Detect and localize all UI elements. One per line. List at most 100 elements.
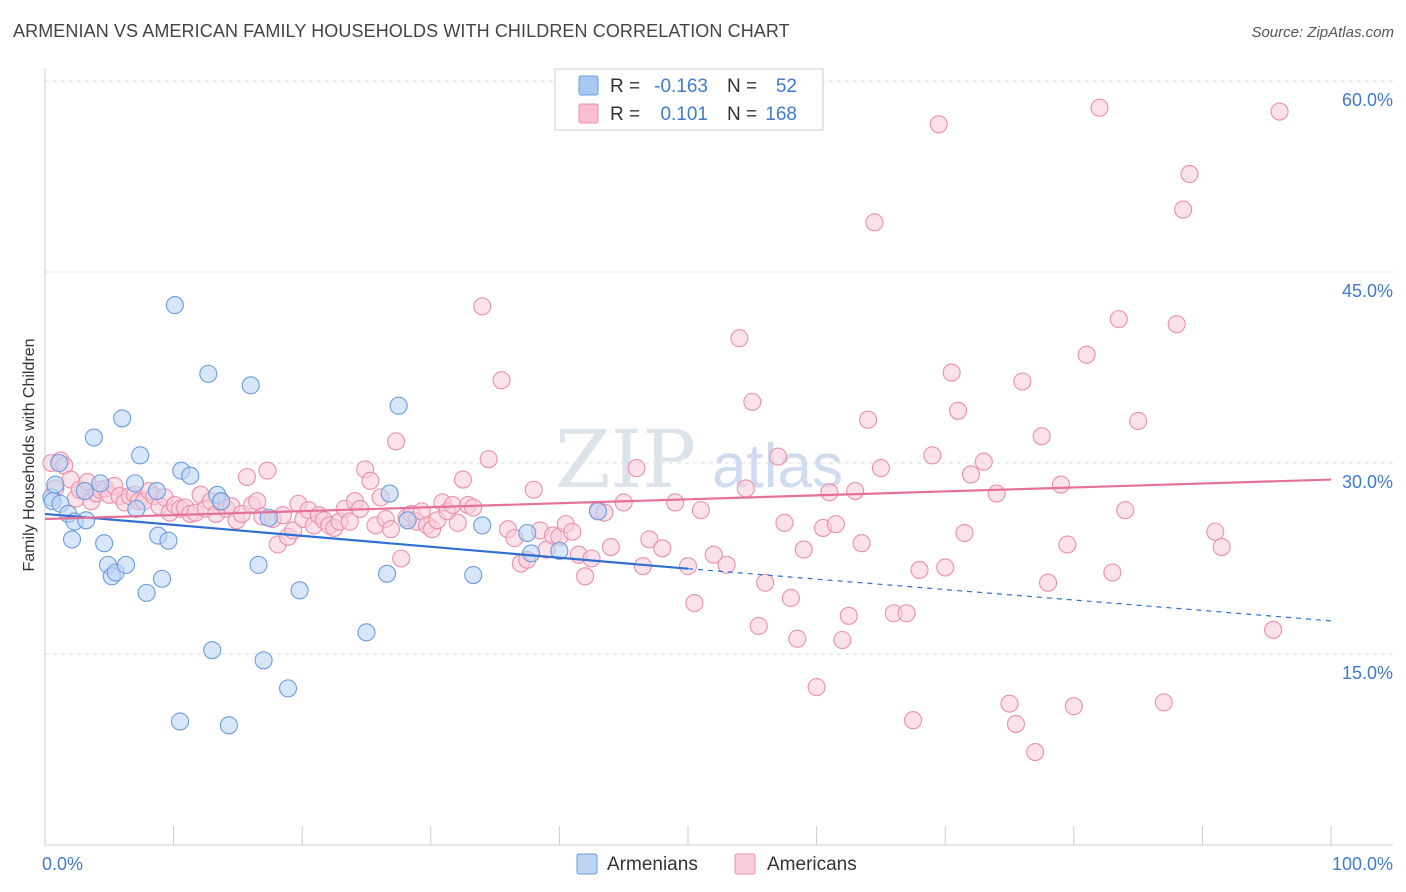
data-point-armenians	[518, 523, 537, 543]
data-point-americans	[392, 549, 411, 568]
data-point-americans	[653, 539, 672, 558]
data-point-americans	[453, 470, 473, 489]
data-point-armenians	[378, 564, 397, 583]
legend-n-value-americans: 168	[765, 104, 797, 125]
data-point-armenians	[588, 502, 608, 521]
data-point-americans	[1103, 563, 1122, 582]
data-point-americans	[910, 560, 929, 580]
data-point-armenians	[159, 531, 178, 550]
data-point-armenians	[522, 544, 541, 563]
data-point-americans	[237, 467, 256, 487]
data-point-americans	[473, 297, 492, 316]
data-point-americans	[846, 481, 865, 501]
data-point-americans	[858, 410, 878, 429]
bottom-legend-swatch-americans	[734, 853, 756, 875]
data-point-armenians	[473, 516, 492, 535]
x-tick-label: 0.0%	[42, 854, 83, 874]
data-point-americans	[897, 604, 916, 623]
data-point-armenians	[91, 474, 110, 493]
data-point-americans	[1180, 164, 1199, 184]
legend-r-value-americans: 0.101	[660, 104, 708, 125]
data-point-americans	[601, 537, 620, 557]
y-tick-label: 60.0%	[1342, 90, 1393, 110]
data-point-americans	[749, 616, 768, 636]
data-point-armenians	[113, 409, 132, 428]
data-point-armenians	[165, 296, 184, 315]
data-point-armenians	[290, 581, 309, 600]
data-point-armenians	[131, 446, 150, 465]
legend-r-label-armenians: R =	[610, 76, 640, 97]
data-point-americans	[1032, 427, 1051, 446]
y-tick-label: 15.0%	[1342, 663, 1393, 683]
legend-r-value-armenians: -0.163	[654, 76, 708, 97]
data-point-armenians	[212, 492, 231, 511]
data-point-americans	[381, 520, 400, 539]
data-point-americans	[704, 545, 723, 564]
data-point-americans	[807, 678, 826, 697]
data-point-americans	[775, 513, 794, 532]
data-point-americans	[666, 493, 685, 512]
data-point-americans	[974, 452, 993, 471]
data-point-armenians	[77, 511, 96, 530]
data-point-armenians	[199, 364, 218, 383]
data-point-americans	[479, 450, 498, 469]
data-point-armenians	[75, 481, 94, 501]
data-point-americans	[1026, 742, 1045, 762]
data-point-americans	[1212, 537, 1231, 557]
data-point-americans	[781, 588, 800, 608]
data-point-americans	[949, 401, 968, 420]
data-point-armenians	[95, 534, 114, 553]
data-point-americans	[852, 534, 871, 553]
data-point-americans	[1154, 693, 1173, 712]
data-point-armenians	[464, 566, 483, 585]
data-point-armenians	[241, 376, 260, 395]
data-point-armenians	[46, 475, 65, 494]
data-point-americans	[871, 459, 890, 478]
data-point-americans	[691, 501, 710, 520]
data-point-armenians	[127, 499, 146, 518]
data-point-armenians	[219, 716, 238, 735]
data-point-americans	[678, 557, 698, 576]
legend-n-label-armenians: N =	[727, 76, 757, 97]
axes	[44, 68, 1393, 846]
data-point-americans	[923, 446, 942, 465]
bottom-legend-label-armenians: Armenians	[607, 854, 698, 875]
data-point-armenians	[550, 541, 569, 560]
data-point-americans	[1077, 345, 1096, 364]
data-point-americans	[833, 630, 852, 650]
trend-line-armenians	[44, 512, 689, 570]
data-point-americans	[961, 465, 980, 484]
data-point-armenians	[249, 555, 268, 574]
legend-n-value-armenians: 52	[776, 76, 797, 97]
data-point-americans	[730, 329, 749, 348]
data-point-armenians	[254, 651, 273, 670]
y-tick-label: 30.0%	[1342, 472, 1393, 492]
data-point-armenians	[357, 623, 376, 642]
data-points	[42, 98, 1289, 762]
data-point-americans	[1167, 315, 1186, 334]
data-point-americans	[1039, 573, 1058, 592]
data-point-armenians	[279, 679, 298, 698]
trend-lines	[44, 478, 1332, 622]
data-point-americans	[640, 530, 659, 549]
legend-box: R = -0.163 N = 52 R = 0.101 N = 168	[554, 68, 824, 131]
data-point-americans	[582, 549, 601, 568]
data-point-americans	[929, 115, 948, 134]
data-point-armenians	[259, 508, 278, 527]
data-point-americans	[1174, 200, 1193, 219]
data-point-americans	[942, 363, 961, 382]
data-point-americans	[839, 606, 858, 625]
data-point-americans	[258, 461, 277, 480]
data-point-americans	[1264, 620, 1283, 639]
data-point-americans	[361, 471, 380, 490]
trend-extension-armenians	[687, 568, 1332, 622]
data-point-americans	[1006, 714, 1025, 734]
x-tick-label: 100.0%	[1332, 854, 1393, 874]
data-point-americans	[340, 512, 359, 531]
data-point-armenians	[380, 484, 399, 503]
data-point-americans	[717, 555, 736, 574]
data-point-americans	[788, 629, 807, 648]
data-point-americans	[1109, 310, 1128, 329]
data-point-armenians	[389, 396, 408, 415]
data-point-americans	[768, 447, 788, 466]
